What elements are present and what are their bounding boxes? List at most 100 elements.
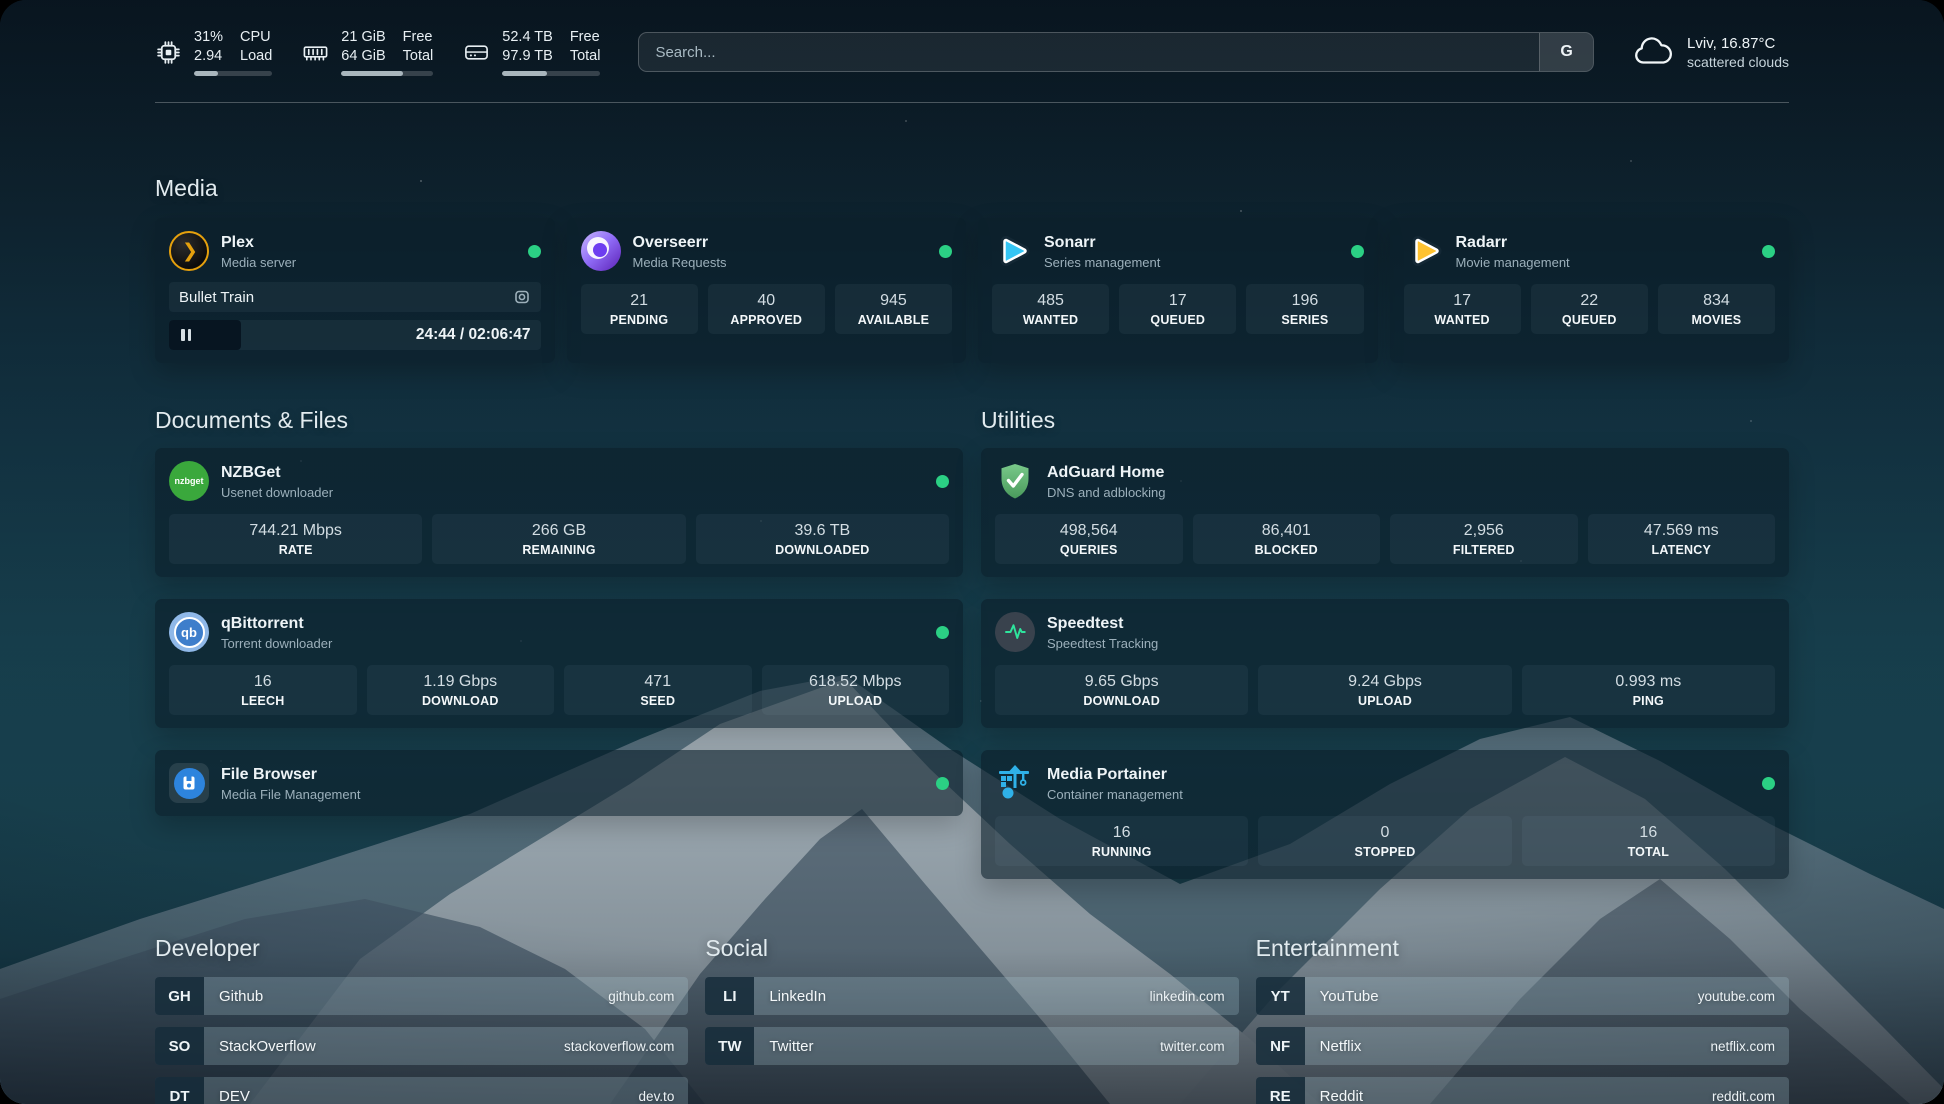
header-divider [155, 102, 1789, 104]
link-dev-to[interactable]: DT DEV dev.to [155, 1077, 689, 1104]
status-dot [939, 244, 952, 258]
radarr-icon [1412, 236, 1441, 267]
disk-total-value: 97.9 TB [502, 48, 553, 65]
link-badge: RE [1255, 1077, 1305, 1104]
section-title-documents: Documents & Files [155, 407, 349, 434]
app-name: Media Portainer [1047, 765, 1168, 783]
link-url: reddit.com [1711, 1088, 1775, 1104]
ram-total-label: Total [402, 48, 434, 65]
app-subtitle: Usenet downloader [221, 484, 334, 500]
app-name: qBittorrent [221, 614, 304, 632]
section-title-media: Media [155, 175, 218, 202]
app-subtitle: Series management [1044, 254, 1161, 270]
app-subtitle: Torrent downloader [221, 635, 333, 651]
adguard-icon [1001, 464, 1029, 499]
stat-tile-total: 16 TOTAL [1521, 816, 1775, 867]
app-subtitle: Container management [1047, 786, 1183, 802]
stat-tile-pending: 21 PENDING [580, 284, 698, 335]
app-card-sonarr[interactable]: Sonarr Series management 485 WANTED 17 QUE… [978, 218, 1378, 364]
section-title-utilities: Utilities [981, 407, 1056, 434]
stat-tile-running: 16 RUNNING [995, 816, 1249, 867]
link-reddit[interactable]: RE Reddit reddit.com [1255, 1077, 1789, 1104]
link-url: youtube.com [1697, 988, 1775, 1004]
weather-location-temp: Lviv, 16.87°C [1687, 34, 1776, 52]
link-url: github.com [608, 988, 675, 1004]
app-subtitle: Movie management [1455, 254, 1570, 270]
stat-tile-download: 9.65 Gbps DOWNLOAD [995, 665, 1249, 716]
stat-tile-stopped: 0 STOPPED [1258, 816, 1512, 867]
link-name: Netflix [1319, 1037, 1362, 1055]
stat-tile-upload: 618.52 Mbps UPLOAD [761, 665, 949, 716]
cpu-load-value: 2.94 [194, 48, 223, 65]
search-engine-button[interactable]: G [1539, 33, 1594, 72]
link-url: twitter.com [1160, 1038, 1225, 1054]
search-bar: G [638, 32, 1595, 73]
app-card-filebrowser[interactable]: File Browser Media File Management [155, 750, 963, 817]
link-youtube[interactable]: YT YouTube youtube.com [1255, 977, 1789, 1016]
stat-tile-upload: 9.24 Gbps UPLOAD [1258, 665, 1512, 716]
cpu-stat: 31% 2.94 CPU Load [155, 28, 273, 77]
ram-free-label: Free [402, 29, 433, 45]
weather-condition: scattered clouds [1687, 53, 1789, 70]
link-twitter[interactable]: TW Twitter twitter.com [705, 1027, 1239, 1066]
app-name: AdGuard Home [1047, 463, 1165, 481]
app-name: Sonarr [1044, 233, 1096, 251]
playback-progress-bar: 24:44 / 02:06:47 [169, 320, 541, 351]
cpu-load-label: Load [240, 48, 273, 65]
documents-column: Documents & Files nzbget NZBGet Usenet d… [155, 407, 963, 817]
link-linkedin[interactable]: LI LinkedIn linkedin.com [705, 977, 1239, 1016]
link-badge: YT [1255, 977, 1305, 1016]
app-subtitle: DNS and adblocking [1047, 484, 1166, 500]
app-card-portainer[interactable]: Media Portainer Container management 16 R… [981, 750, 1789, 880]
link-badge: LI [705, 977, 755, 1016]
now-playing-row: Bullet Train [169, 282, 541, 313]
link-github[interactable]: GH Github github.com [155, 977, 689, 1016]
stat-tile-movies: 834 MOVIES [1657, 284, 1776, 335]
search-input[interactable] [639, 43, 1540, 61]
status-dot [936, 474, 949, 488]
app-card-radarr[interactable]: Radarr Movie management 17 WANTED 22 QUEUE… [1389, 218, 1789, 364]
system-stats: 31% 2.94 CPU Load [155, 28, 601, 77]
portainer-icon [999, 765, 1029, 799]
app-card-adguard[interactable]: AdGuard Home DNS and adblocking 498,564 Q… [981, 448, 1789, 578]
nzbget-icon: nzbget [169, 461, 209, 502]
stat-tile-leech: 16 LEECH [169, 665, 357, 716]
link-badge: TW [705, 1027, 755, 1066]
app-subtitle: Speedtest Tracking [1047, 635, 1159, 651]
section-title-developer: Developer [155, 935, 260, 962]
app-name: Radarr [1455, 233, 1508, 251]
status-dot [1762, 776, 1775, 790]
app-card-speedtest[interactable]: Speedtest Speedtest Tracking 9.65 Gbps DO… [981, 599, 1789, 729]
cloud-icon [1635, 37, 1673, 64]
link-stackoverflow[interactable]: SO StackOverflow stackoverflow.com [155, 1027, 689, 1066]
disk-free-value: 52.4 TB [502, 29, 553, 45]
stat-tile-downloaded: 39.6 TB DOWNLOADED [695, 514, 949, 565]
pause-button[interactable] [181, 329, 191, 342]
link-netflix[interactable]: NF Netflix netflix.com [1255, 1027, 1789, 1066]
cpu-chip-icon [157, 40, 180, 64]
entertainment-links-column: Entertainment YT YouTube youtube.com NF … [1255, 935, 1789, 1104]
link-badge: GH [155, 977, 204, 1016]
ram-stat: 21 GiB 64 GiB Free Total [302, 28, 434, 77]
section-title-social: Social [705, 935, 768, 962]
app-card-overseerr[interactable]: Overseerr Media Requests 21 PENDING 40 APP… [566, 218, 966, 364]
disk-total-label: Total [569, 48, 601, 65]
app-card-qbittorrent[interactable]: qb qBittorrent Torrent downloader 16 LEEC… [155, 599, 963, 729]
app-card-plex[interactable]: Plex Media server Bullet Train 24:44 / 0 [155, 218, 555, 364]
link-name: LinkedIn [769, 987, 827, 1005]
app-card-nzbget[interactable]: nzbget NZBGet Usenet downloader 744.21 M… [155, 448, 963, 578]
ram-total-value: 64 GiB [341, 48, 386, 65]
filebrowser-icon [169, 763, 209, 804]
qbittorrent-icon: qb [169, 612, 209, 653]
media-card-grid: Plex Media server Bullet Train 24:44 / 0 [155, 218, 1789, 364]
link-url: stackoverflow.com [564, 1038, 675, 1054]
playback-time: 24:44 / 02:06:47 [415, 326, 531, 344]
link-badge: SO [155, 1027, 204, 1066]
disk-stat: 52.4 TB 97.9 TB Free Total [463, 28, 601, 77]
app-subtitle: Media Requests [632, 254, 727, 270]
cast-screen-icon [514, 290, 529, 304]
status-dot [936, 776, 949, 790]
weather-widget[interactable]: Lviv, 16.87°C scattered clouds [1632, 35, 1789, 70]
status-dot [936, 625, 949, 639]
link-name: Github [219, 987, 264, 1005]
